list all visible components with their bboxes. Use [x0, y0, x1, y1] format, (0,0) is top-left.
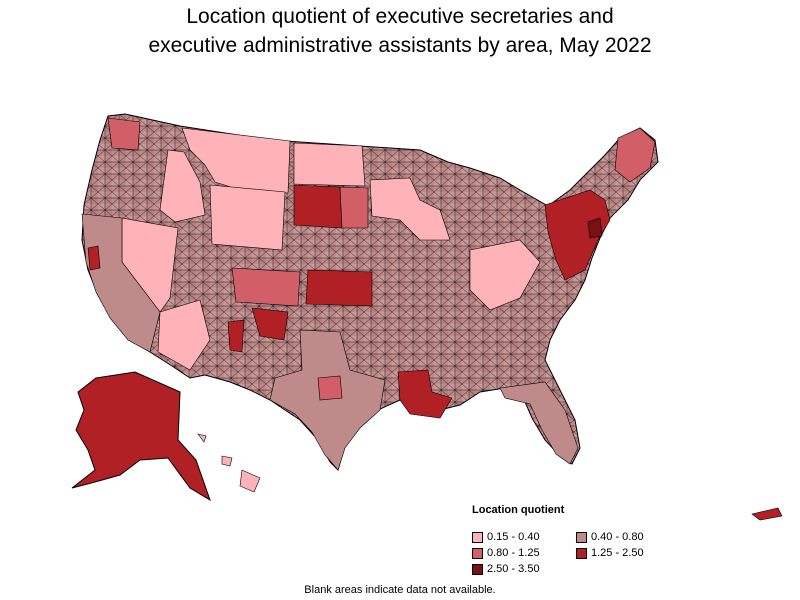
region-northeast-corridor: [544, 189, 611, 281]
legend-swatch: [472, 547, 483, 559]
legend-label: 2.50 - 3.50: [487, 563, 540, 575]
region-wyoming: [209, 184, 286, 251]
region-south-dakota-east: [339, 186, 369, 229]
legend-item-0-80-1-25: 0.80 - 1.25: [472, 546, 576, 560]
region-kansas: [305, 269, 373, 307]
region-idaho: [159, 149, 206, 223]
legend-label: 0.40 - 0.80: [591, 531, 644, 543]
map-title: Location quotient of executive secretari…: [0, 2, 800, 60]
region-washington-west: [107, 117, 141, 151]
region-appalachia: [469, 239, 541, 311]
legend-title: Location quotient: [472, 504, 565, 516]
region-north-dakota: [293, 142, 366, 187]
legend-swatch: [472, 563, 483, 575]
legend-label: 0.80 - 1.25: [487, 547, 540, 559]
legend-item-2-50-3-50: 2.50 - 3.50: [472, 562, 576, 576]
region-texas-dallas: [317, 375, 343, 401]
footnote: Blank areas indicate data not available.: [304, 584, 496, 596]
legend-swatch: [576, 547, 587, 559]
region-new-mexico-west: [227, 319, 245, 353]
legend-label: 1.25 - 2.50: [591, 547, 644, 559]
region-new-york-city: [587, 217, 603, 239]
region-arizona: [157, 299, 211, 371]
region-california-bay: [87, 245, 101, 271]
region-colorado: [231, 267, 301, 307]
region-california: [81, 213, 161, 353]
legend-item-0-15-0-40: 0.15 - 0.40: [472, 530, 576, 544]
legend-swatch: [576, 531, 587, 543]
region-maine: [614, 127, 656, 183]
region-montana: [181, 127, 291, 194]
region-new-mexico: [251, 307, 289, 341]
region-puerto-rico: [751, 507, 783, 521]
region-alaska: [71, 371, 211, 502]
legend-swatch: [472, 531, 483, 543]
title-line-1: Location quotient of executive secretari…: [186, 5, 614, 28]
region-upper-midwest: [369, 177, 451, 241]
legend-item-0-40-0-80: 0.40 - 0.80: [576, 530, 696, 544]
legend: Location quotient 0.15 - 0.40 0.40 - 0.8…: [472, 504, 702, 576]
title-line-2: executive administrative assistants by a…: [148, 34, 652, 57]
legend-label: 0.15 - 0.40: [487, 531, 540, 543]
region-louisiana: [397, 369, 453, 419]
region-south-dakota-west: [293, 184, 343, 229]
legend-item-1-25-2-50: 1.25 - 2.50: [576, 546, 696, 560]
region-hawaii: [197, 433, 261, 493]
region-texas: [269, 329, 386, 471]
region-florida: [499, 381, 579, 465]
